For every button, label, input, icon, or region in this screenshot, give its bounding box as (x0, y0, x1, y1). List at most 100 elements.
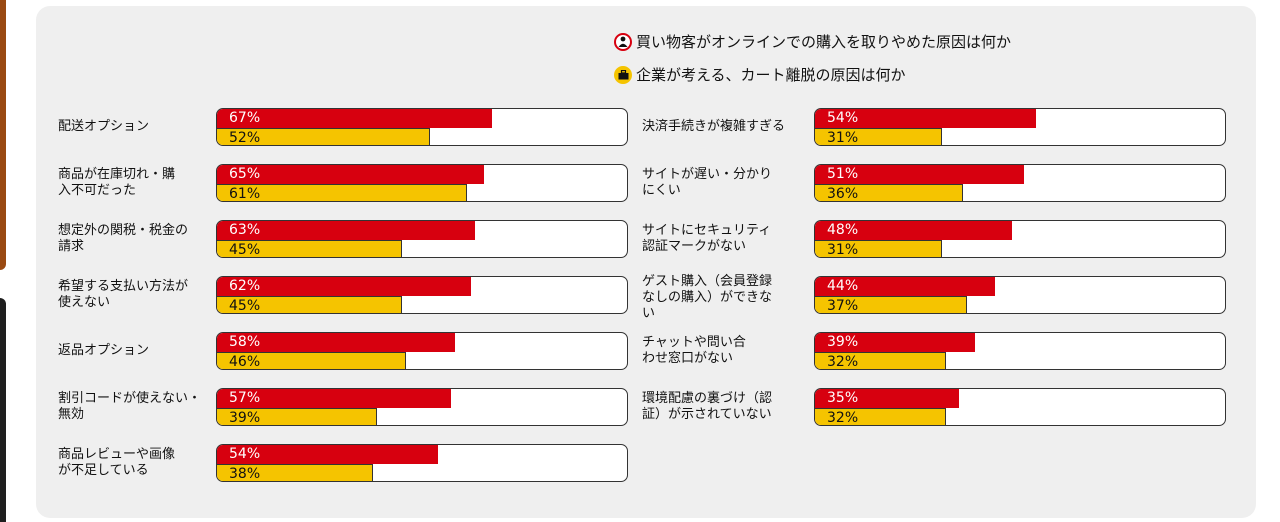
bar-frame: 58% 46% (216, 332, 628, 370)
data-label: 52% (229, 130, 261, 146)
bar-shoppers: 62% (217, 277, 471, 296)
data-label: 37% (827, 298, 859, 314)
data-label: 32% (827, 354, 859, 370)
row-label: チャットや問い合 わせ窓口がない (642, 335, 746, 367)
person-icon (614, 32, 632, 51)
bar-shoppers: 51% (815, 165, 1024, 184)
bar-frame: 62% 45% (216, 276, 628, 314)
data-label: 39% (229, 410, 261, 426)
row-label-line: 使えない (58, 295, 111, 310)
bar-frame: 39% 32% (814, 332, 1226, 370)
row-label: 商品レビューや画像 が不足している (58, 447, 175, 479)
row-label-line: 無効 (58, 407, 85, 422)
legend-item-shoppers: 買い物客がオンラインでの購入を取りやめた原因は何か (614, 31, 1011, 52)
row-label: 想定外の関税・税金の 請求 (58, 223, 188, 255)
data-label: 38% (229, 466, 261, 482)
bar-companies: 31% (815, 128, 942, 146)
bar-companies: 46% (217, 352, 406, 370)
row-label-line: い (642, 306, 656, 321)
page-edge-accent-bottom (0, 298, 6, 522)
row-label: 環境配慮の裏づけ（認 証）が示されていない (642, 391, 772, 423)
bar-shoppers: 67% (217, 109, 492, 128)
data-label: 39% (827, 334, 859, 350)
briefcase-icon (614, 65, 632, 84)
row-label-line: 希望する支払い方法が (58, 279, 189, 294)
row-label-line: 環境配慮の裏づけ（認 (642, 391, 773, 406)
row-label-line: 請求 (58, 239, 85, 254)
bar-companies: 38% (217, 464, 373, 482)
row-label-line: ゲスト購入（会員登録 (642, 274, 773, 289)
legend-label-companies: 企業が考える、カート離脱の原因は何か (636, 66, 906, 84)
row-label: 商品が在庫切れ・購 入不可だった (58, 167, 175, 199)
bar-companies: 36% (815, 184, 963, 202)
row-label-line: 商品が在庫切れ・購 (58, 167, 176, 182)
data-label: 54% (827, 110, 859, 126)
bar-frame: 63% 45% (216, 220, 628, 258)
bar-shoppers: 58% (217, 333, 455, 352)
row-label-line: 認証マークがない (642, 239, 747, 254)
row-label-line: 返品オプション (58, 343, 150, 358)
bar-frame: 57% 39% (216, 388, 628, 426)
row-label: 配送オプション (58, 119, 149, 135)
bar-frame: 44% 37% (814, 276, 1226, 314)
data-label: 54% (229, 446, 261, 462)
bar-companies: 39% (217, 408, 377, 426)
row-label-line: にくい (642, 183, 681, 198)
data-label: 31% (827, 130, 859, 146)
data-label: 62% (229, 278, 261, 294)
row-label-line: チャットや問い合 (642, 335, 746, 350)
data-label: 45% (229, 242, 261, 258)
bar-shoppers: 44% (815, 277, 995, 296)
data-label: 48% (827, 222, 859, 238)
data-label: 57% (229, 390, 261, 406)
bar-shoppers: 48% (815, 221, 1012, 240)
data-label: 45% (229, 298, 261, 314)
data-label: 35% (827, 390, 859, 406)
row-label-line: 商品レビューや画像 (58, 447, 176, 462)
row-label-line: わせ窓口がない (642, 351, 734, 366)
page-edge-accent-top (0, 0, 6, 270)
row-label: 希望する支払い方法が 使えない (58, 279, 188, 311)
data-label: 58% (229, 334, 261, 350)
row-label: ゲスト購入（会員登録 なしの購入）ができない (642, 274, 772, 322)
data-label: 44% (827, 278, 859, 294)
bar-shoppers: 54% (217, 445, 438, 464)
row-label: 割引コードが使えない・ 無効 (58, 391, 201, 423)
bar-frame: 48% 31% (814, 220, 1226, 258)
bar-companies: 31% (815, 240, 942, 258)
row-label-line: 割引コードが使えない・ (58, 391, 202, 406)
bar-companies: 32% (815, 408, 946, 426)
data-label: 31% (827, 242, 859, 258)
data-label: 67% (229, 110, 261, 126)
chart-panel: 買い物客がオンラインでの購入を取りやめた原因は何か 企業が考える、カート離脱の原… (36, 6, 1256, 518)
bar-companies: 45% (217, 240, 402, 258)
legend-item-companies: 企業が考える、カート離脱の原因は何か (614, 64, 906, 85)
row-label-line: 決済手続きが複雑すぎる (642, 119, 786, 134)
row-label-line: サイトが遅い・分かり (642, 167, 773, 182)
bar-frame: 54% 38% (216, 444, 628, 482)
row-label-line: 想定外の関税・税金の (58, 223, 189, 238)
bar-companies: 52% (217, 128, 430, 146)
bar-companies: 32% (815, 352, 946, 370)
data-label: 63% (229, 222, 261, 238)
bar-shoppers: 63% (217, 221, 475, 240)
row-label: 返品オプション (58, 343, 149, 359)
bar-shoppers: 35% (815, 389, 959, 408)
bar-frame: 51% 36% (814, 164, 1226, 202)
row-label: 決済手続きが複雑すぎる (642, 119, 785, 135)
row-label-line: が不足している (58, 463, 149, 478)
row-label-line: なしの購入）ができな (642, 290, 773, 305)
data-label: 36% (827, 186, 859, 202)
bar-frame: 67% 52% (216, 108, 628, 146)
row-label-line: 配送オプション (58, 119, 150, 134)
data-label: 32% (827, 410, 859, 426)
bar-companies: 37% (815, 296, 967, 314)
bar-shoppers: 54% (815, 109, 1036, 128)
bar-frame: 65% 61% (216, 164, 628, 202)
bar-companies: 45% (217, 296, 402, 314)
row-label-line: 入不可だった (58, 183, 137, 198)
bar-shoppers: 65% (217, 165, 484, 184)
bar-frame: 54% 31% (814, 108, 1226, 146)
data-label: 46% (229, 354, 261, 370)
row-label: サイトが遅い・分かり にくい (642, 167, 772, 199)
